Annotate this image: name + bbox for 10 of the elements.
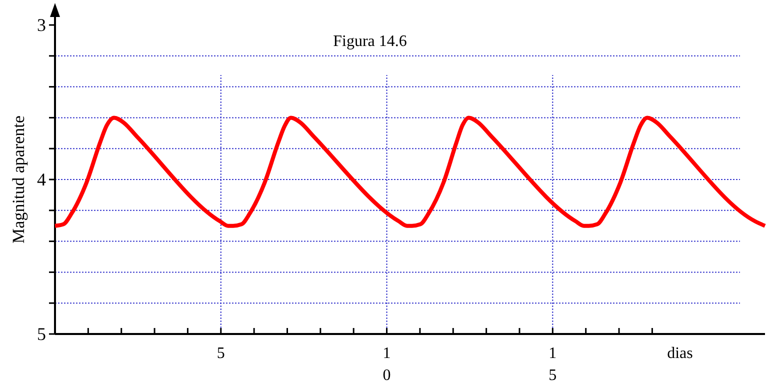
y-tick-label: 3 xyxy=(37,14,46,35)
text: Figura 14.6 xyxy=(333,33,407,50)
y-axis-title: Magnitud aparente xyxy=(9,116,28,244)
y-tick-label: 5 xyxy=(37,324,46,344)
x-axis-title: dias xyxy=(667,345,693,362)
x-tick-label: 1 0 xyxy=(382,345,391,384)
line-series xyxy=(53,116,767,228)
y-tick-label: 4 xyxy=(37,169,46,190)
x-tick-label: 5 xyxy=(216,345,225,362)
x-tick-label: 1 5 xyxy=(548,345,557,384)
